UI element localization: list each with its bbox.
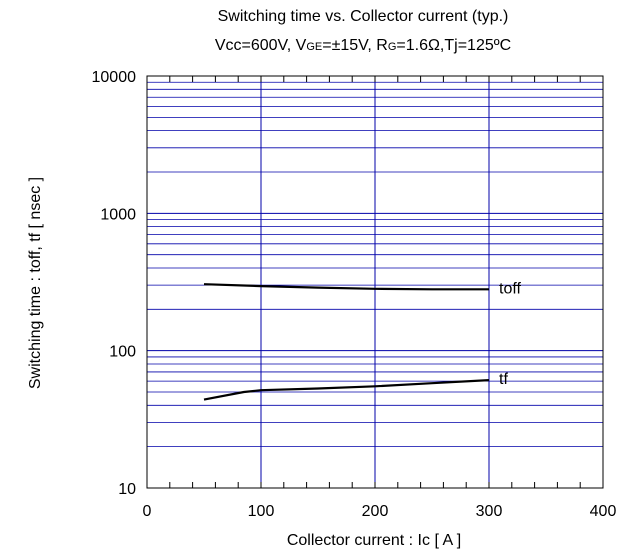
y-tick-label: 100 xyxy=(109,344,136,361)
x-tick-label: 0 xyxy=(143,503,152,520)
y-tick-labels: 10 100 1000 10000 xyxy=(92,69,137,498)
tick-marks xyxy=(146,76,604,488)
series-line-toff xyxy=(203,283,489,291)
grid xyxy=(146,75,604,489)
x-tick-label: 400 xyxy=(590,503,617,520)
y-tick-label: 10 xyxy=(118,481,136,498)
x-tick-label: 100 xyxy=(248,503,275,520)
x-tick-label: 200 xyxy=(362,503,389,520)
series-label-toff: toff xyxy=(499,280,522,297)
x-axis-label: Collector current : Ic [ A ] xyxy=(287,532,461,549)
y-tick-label: 10000 xyxy=(92,69,137,86)
series-layer: toff tf xyxy=(203,280,522,401)
series-label-tf: tf xyxy=(499,371,508,388)
x-tick-labels: 0 100 200 300 400 xyxy=(143,503,617,520)
y-axis-label: Switching time : toff, tf [ nsec ] xyxy=(27,177,44,389)
x-tick-label: 300 xyxy=(476,503,503,520)
y-tick-label: 1000 xyxy=(100,206,136,223)
chart-title: Switching time vs. Collector current (ty… xyxy=(218,8,509,25)
chart-subtitle: Vcc=600V, VGE=±15V, RG=1.6Ω,Tj=125ºC xyxy=(215,37,511,54)
series-line-tf xyxy=(203,379,490,401)
